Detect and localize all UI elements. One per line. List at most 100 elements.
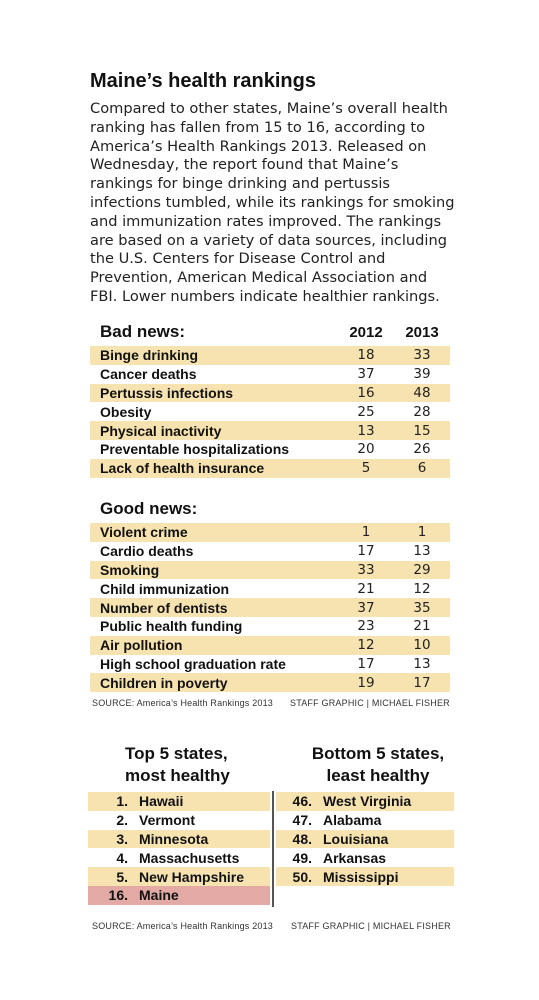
- value-2013: 33: [413, 347, 431, 364]
- row-label: Pertussis infections: [100, 384, 234, 401]
- rank: 50.: [292, 868, 312, 885]
- col-2013-header: 2013: [405, 323, 439, 341]
- state-name: Alabama: [323, 812, 382, 829]
- good-news-table: Good news: Violent crime 1 1 Cardio deat…: [90, 497, 450, 693]
- value-2012: 5: [361, 460, 371, 477]
- value-2013: 29: [413, 561, 431, 578]
- col-2012-header: 2012: [349, 323, 383, 341]
- value-2013: 21: [413, 618, 431, 635]
- row-label: Public health funding: [100, 618, 243, 635]
- value-2012: 1: [361, 524, 371, 541]
- value-2012: 17: [357, 543, 375, 560]
- value-2013: 1: [417, 524, 427, 541]
- rank: 46.: [292, 793, 312, 810]
- value-2012: 37: [357, 366, 375, 383]
- state-name: Mississippi: [323, 868, 399, 885]
- value-2012: 37: [357, 599, 375, 616]
- top5-title-line2: most healthy: [125, 766, 230, 785]
- row-label: Lack of health insurance: [100, 460, 265, 477]
- state-name: Hawaii: [139, 793, 184, 810]
- page-title: Maine’s health rankings: [90, 70, 316, 92]
- row-label: Cardio deaths: [100, 543, 194, 560]
- list-item: 47. Alabama: [276, 811, 454, 830]
- list-item: 1. Hawaii: [88, 792, 270, 811]
- table-row: Children in poverty 19 17: [90, 673, 450, 693]
- good-news-title: Good news:: [100, 499, 198, 518]
- list-item: 4. Massachusetts: [88, 848, 270, 867]
- state-name: West Virginia: [323, 793, 412, 810]
- value-2012: 19: [357, 674, 375, 691]
- table-row: Public health funding 23 21: [90, 617, 450, 636]
- bad-news-title: Bad news:: [100, 322, 186, 341]
- rank: 3.: [116, 830, 128, 847]
- rank: 1.: [116, 793, 128, 810]
- bottom5-list: 46. West Virginia 47. Alabama 48. Louisi…: [276, 792, 454, 886]
- list-item: 48. Louisiana: [276, 829, 454, 849]
- value-2013: 35: [413, 599, 431, 616]
- table-row: Preventable hospitalizations 20 26: [90, 440, 450, 459]
- rank: 49.: [292, 849, 312, 866]
- list-item: 2. Vermont: [88, 811, 270, 830]
- value-2013: 10: [413, 637, 431, 654]
- table-row: High school graduation rate 17 13: [90, 655, 450, 674]
- state-name: Massachusetts: [139, 849, 240, 866]
- value-2012: 33: [357, 561, 375, 578]
- value-2012: 13: [357, 422, 375, 439]
- bottom5-title: Bottom 5 states, least healthy: [293, 743, 463, 787]
- table-row: Air pollution 12 10: [90, 635, 450, 655]
- value-2012: 23: [357, 618, 375, 635]
- value-2013: 13: [413, 543, 431, 560]
- row-label: Binge drinking: [100, 347, 198, 364]
- good-news-header: Good news:: [90, 497, 450, 521]
- value-2012: 25: [357, 403, 375, 420]
- value-2013: 12: [413, 580, 431, 597]
- list-item: 50. Mississippi: [276, 867, 454, 886]
- value-2013: 26: [413, 441, 431, 458]
- row-label: Number of dentists: [100, 599, 228, 616]
- table-row: Obesity 25 28: [90, 402, 450, 421]
- table-row: Physical inactivity 13 15: [90, 421, 450, 440]
- top5-title-line1: Top 5 states,: [125, 744, 228, 763]
- staff-credit: STAFF GRAPHIC | MICHAEL FISHER: [290, 698, 450, 708]
- table-row: Number of dentists 37 35: [90, 598, 450, 617]
- state-name: Maine: [139, 887, 179, 904]
- table-row: Smoking 33 29: [90, 560, 450, 580]
- table-row: Child immunization 21 12: [90, 579, 450, 598]
- bad-news-table: Bad news: 2012 2013 Binge drinking 18 33…: [90, 320, 450, 478]
- staff-credit: STAFF GRAPHIC | MICHAEL FISHER: [291, 921, 451, 931]
- column-divider: [272, 791, 274, 907]
- table-row: Lack of health insurance 5 6: [90, 458, 450, 478]
- table-row: Pertussis infections 16 48: [90, 383, 450, 403]
- table-row: Cardio deaths 17 13: [90, 542, 450, 561]
- value-2012: 20: [357, 441, 375, 458]
- bad-news-header: Bad news: 2012 2013: [90, 320, 450, 344]
- row-label: Air pollution: [100, 637, 183, 654]
- state-name: Vermont: [139, 812, 196, 829]
- value-2013: 6: [417, 460, 427, 477]
- row-label: High school graduation rate: [100, 655, 286, 672]
- top5-list: 1. Hawaii 2. Vermont 3. Minnesota 4. Mas…: [88, 792, 270, 905]
- source-credit: SOURCE: America’s Health Rankings 2013: [92, 698, 274, 708]
- row-label: Preventable hospitalizations: [100, 441, 290, 458]
- row-label: Violent crime: [100, 524, 188, 541]
- table-row: Cancer deaths 37 39: [90, 365, 450, 384]
- value-2012: 16: [357, 384, 375, 401]
- row-label: Physical inactivity: [100, 422, 222, 439]
- row-label: Cancer deaths: [100, 366, 197, 383]
- rank: 47.: [292, 812, 312, 829]
- value-2012: 12: [357, 637, 375, 654]
- value-2013: 17: [413, 674, 431, 691]
- value-2012: 21: [357, 580, 375, 597]
- intro-paragraph: Compared to other states, Maine’s overal…: [90, 100, 455, 305]
- list-item: 46. West Virginia: [276, 792, 454, 811]
- row-label: Smoking: [100, 561, 160, 578]
- state-name: Minnesota: [139, 830, 209, 847]
- value-2013: 48: [413, 384, 431, 401]
- list-item: 3. Minnesota: [88, 829, 270, 849]
- row-label: Children in poverty: [100, 674, 228, 691]
- list-item: 49. Arkansas: [276, 848, 454, 867]
- rank: 4.: [116, 849, 128, 866]
- row-label: Obesity: [100, 403, 152, 420]
- rank: 16.: [108, 887, 128, 904]
- top5-title: Top 5 states, most healthy: [125, 743, 230, 787]
